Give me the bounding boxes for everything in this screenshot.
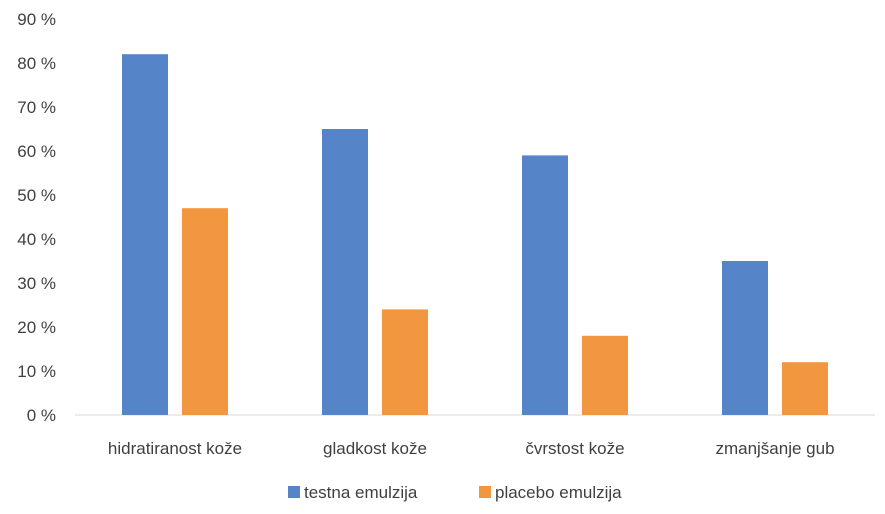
y-tick-label: 70 % <box>17 98 56 117</box>
legend-label-testna: testna emulzija <box>304 483 418 502</box>
bar-placebo-1 <box>382 309 428 415</box>
legend-label-placebo: placebo emulzija <box>495 483 622 502</box>
bar-testna-2 <box>522 155 568 415</box>
legend-swatch-placebo <box>479 486 491 498</box>
x-category-label: gladkost kože <box>323 439 427 458</box>
y-tick-label: 30 % <box>17 274 56 293</box>
y-tick-label: 40 % <box>17 230 56 249</box>
legend: testna emulzija placebo emulzija <box>288 483 622 502</box>
x-category-label: zmanjšanje gub <box>715 439 834 458</box>
y-tick-label: 90 % <box>17 10 56 29</box>
y-tick-label: 60 % <box>17 142 56 161</box>
y-tick-label: 10 % <box>17 362 56 381</box>
bar-testna-3 <box>722 261 768 415</box>
y-tick-label: 0 % <box>27 406 56 425</box>
bar-testna-1 <box>322 129 368 415</box>
bars <box>122 54 828 415</box>
y-tick-label: 20 % <box>17 318 56 337</box>
bar-placebo-2 <box>582 335 628 415</box>
y-axis-ticks: 0 % 10 % 20 % 30 % 40 % 50 % 60 % 70 % 80 % 90 % <box>17 10 56 425</box>
bar-testna-0 <box>122 54 168 415</box>
y-tick-label: 80 % <box>17 54 56 73</box>
bar-placebo-3 <box>782 362 828 415</box>
x-category-label: hidratiranost kože <box>108 439 242 458</box>
bar-placebo-0 <box>182 208 228 415</box>
x-category-label: čvrstost kože <box>525 439 624 458</box>
x-axis-categories: hidratiranost kože gladkost kože čvrstost … <box>108 439 835 458</box>
y-tick-label: 50 % <box>17 186 56 205</box>
legend-swatch-testna <box>288 486 300 498</box>
